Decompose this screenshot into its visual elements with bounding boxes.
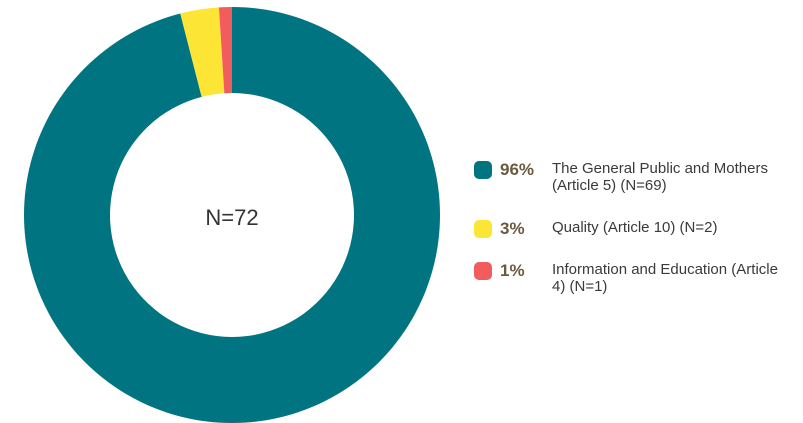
legend-label: Quality (Article 10) (N=2) bbox=[552, 219, 718, 236]
legend-item: 96% The General Public and Mothers (Artic… bbox=[474, 160, 782, 194]
legend-item: 1% Information and Education (Article 4) … bbox=[474, 261, 782, 295]
value-label: 3% bbox=[500, 219, 525, 238]
value-label: 1% bbox=[500, 261, 525, 280]
legend-label: Information and Education (Article 4) (N… bbox=[552, 261, 778, 295]
center-label: N=72 bbox=[205, 205, 258, 230]
chart: N=72 bbox=[23, 7, 440, 423]
donut-slice bbox=[23, 7, 440, 423]
donut-slice bbox=[180, 7, 225, 97]
donut-slice bbox=[218, 7, 232, 94]
value-label: 96% bbox=[500, 160, 535, 179]
legend-swatch bbox=[474, 262, 492, 280]
legend-item: 3% Quality (Article 10) (N=2) bbox=[474, 219, 782, 239]
legend-swatch bbox=[474, 220, 492, 238]
legend-label: The General Public and Mothers (Article … bbox=[552, 160, 768, 194]
legend-swatch bbox=[474, 161, 492, 179]
